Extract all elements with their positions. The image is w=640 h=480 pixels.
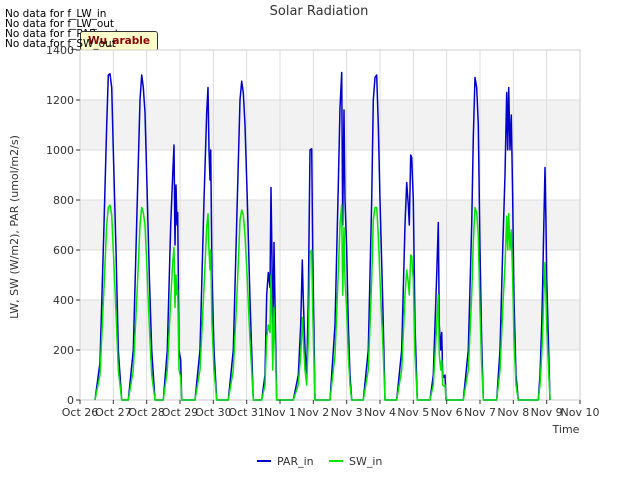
x-tick-label: Oct 28 — [128, 406, 165, 419]
chart-title: Solar Radiation — [270, 4, 369, 19]
x-tick-label: Nov 10 — [561, 406, 600, 419]
y-tick-label: 800 — [53, 194, 74, 207]
background-band — [80, 50, 580, 100]
background-band — [80, 100, 580, 150]
legend-label-par-in: PAR_in — [277, 455, 314, 468]
y-tick-label: 0 — [67, 394, 74, 407]
site-badge: Wu_arable — [80, 31, 158, 51]
x-tick-label: Oct 29 — [162, 406, 199, 419]
x-tick-label: Nov 6 — [431, 406, 463, 419]
x-axis-label: Time — [552, 423, 580, 436]
nodata-message-lw-in: No data for f_LW_in — [5, 8, 107, 20]
y-axis-label: LW, SW (W/m2), PAR (umol/m2/s) — [8, 135, 21, 319]
series-line-sw-in — [94, 204, 551, 401]
background-band — [80, 200, 580, 250]
legend-label-sw-in: SW_in — [349, 455, 382, 468]
series-lines — [94, 71, 551, 401]
background-band — [80, 250, 580, 300]
x-tick-label: Nov 4 — [364, 406, 396, 419]
background-band — [80, 300, 580, 350]
y-tick-label: 400 — [53, 294, 74, 307]
x-tick-label: Oct 31 — [228, 406, 265, 419]
nodata-message-lw-out: No data for f_LW_out — [5, 18, 115, 30]
y-tick-label: 600 — [53, 244, 74, 257]
y-tick-label: 200 — [53, 344, 74, 357]
x-tick-label: Nov 1 — [264, 406, 296, 419]
legend: PAR_in SW_in — [257, 455, 382, 468]
y-tick-label: 1200 — [46, 94, 74, 107]
y-tick-label: 1000 — [46, 144, 74, 157]
x-tick-label: Nov 8 — [497, 406, 529, 419]
x-tick-label: Nov 7 — [464, 406, 496, 419]
x-tick-label: Oct 26 — [62, 406, 99, 419]
background-band — [80, 150, 580, 200]
nodata-message-sw-out: No data for f_SW_out — [5, 38, 116, 50]
nodata-message-par-out: No data for f_PAR_out — [5, 28, 119, 40]
background-bands — [80, 50, 580, 400]
x-tick-label: Nov 3 — [331, 406, 363, 419]
x-tick-label: Nov 9 — [531, 406, 563, 419]
x-tick-label: Oct 27 — [95, 406, 132, 419]
x-tick-label: Nov 5 — [397, 406, 429, 419]
x-tick-label: Nov 2 — [297, 406, 329, 419]
x-tick-label: Oct 30 — [195, 406, 232, 419]
y-tick-label: 1400 — [46, 44, 74, 57]
